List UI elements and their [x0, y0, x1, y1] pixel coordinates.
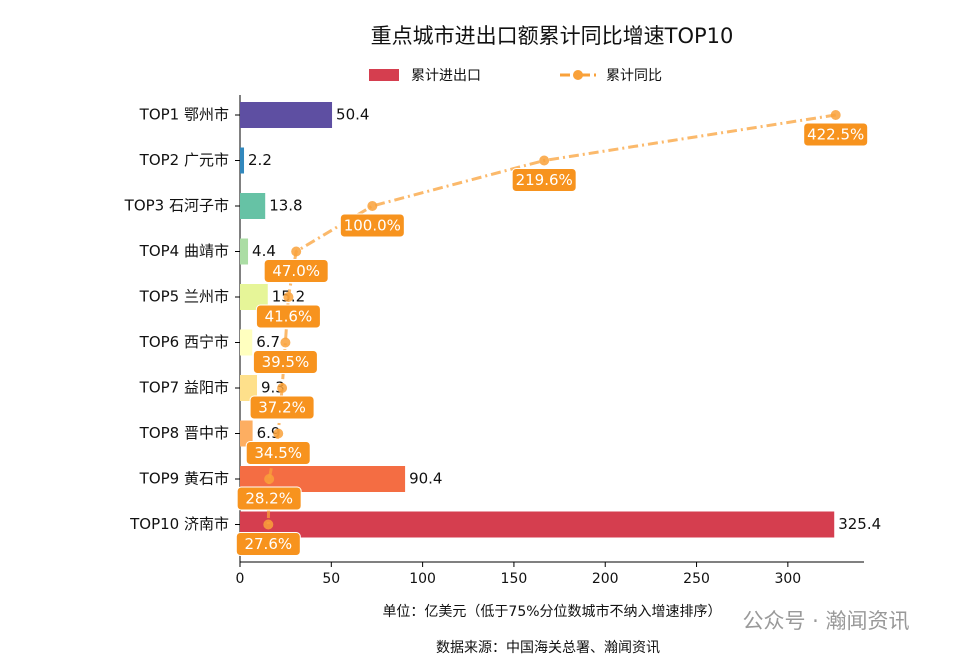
growth-label: 37.2%	[258, 399, 306, 417]
growth-label-box	[803, 122, 869, 147]
y-tick-label: TOP1 鄂州市	[139, 106, 229, 124]
bar-value-label: 2.2	[248, 151, 272, 169]
x-tick-label: 50	[322, 571, 340, 587]
bar	[240, 375, 257, 401]
growth-label: 41.6%	[265, 308, 313, 326]
watermark: 公众号 · 瀚闻资讯	[742, 609, 909, 633]
growth-label-box	[245, 441, 311, 465]
growth-label-box	[235, 532, 301, 556]
y-tick-label: TOP2 广元市	[139, 151, 229, 169]
bar	[240, 420, 253, 447]
growth-label-box	[252, 350, 318, 374]
bar-value-label: 9.3	[261, 379, 285, 397]
bar	[240, 329, 253, 356]
growth-point	[539, 155, 550, 166]
growth-label: 28.2%	[245, 490, 293, 508]
x-tick-label: 0	[236, 571, 245, 587]
growth-point	[830, 110, 841, 120]
growth-label: 27.6%	[244, 535, 292, 553]
x-tick-label: 250	[683, 571, 710, 587]
y-tick-label: TOP7 益阳市	[139, 379, 229, 397]
growth-point	[264, 474, 275, 484]
x-tick-label: 200	[592, 571, 619, 587]
source-note: 数据来源：中国海关总署、瀚闻资讯	[436, 640, 660, 656]
y-tick-label: TOP6 西宁市	[139, 333, 229, 351]
growth-point	[291, 246, 302, 257]
growth-label-box	[249, 395, 315, 420]
legend-swatch	[369, 69, 399, 81]
growth-label-box	[255, 304, 321, 329]
growth-label: 219.6%	[516, 171, 573, 189]
growth-label-box	[511, 168, 577, 192]
legend-label: 累计进出口	[411, 68, 481, 84]
bar-value-label: 325.4	[838, 515, 881, 533]
bar-value-label: 13.8	[269, 197, 302, 215]
bar	[240, 147, 245, 174]
bar-value-label: 6.9	[257, 424, 281, 442]
chart-title: 重点城市进出口额累计同比增速TOP10	[371, 24, 734, 48]
bar-value-label: 50.4	[336, 106, 369, 124]
growth-label: 47.0%	[272, 262, 320, 280]
growth-point	[367, 201, 378, 211]
growth-point	[277, 383, 288, 393]
bar	[240, 193, 266, 219]
growth-label-box	[339, 213, 405, 238]
y-tick-label: TOP10 济南市	[129, 515, 229, 533]
growth-point	[273, 428, 284, 439]
bar	[240, 102, 333, 128]
legend-label: 累计同比	[606, 68, 662, 84]
y-tick-label: TOP8 晋中市	[139, 424, 229, 442]
growth-label-box	[236, 486, 302, 511]
x-axis-label: 单位：亿美元（低于75%分位数城市不纳入增速排序）	[382, 603, 721, 620]
bar-value-label: 90.4	[409, 470, 442, 488]
y-tick-label: TOP5 兰州市	[139, 288, 229, 306]
y-tick-label: TOP9 黄石市	[139, 470, 229, 488]
x-tick-label: 150	[501, 571, 528, 587]
growth-label: 422.5%	[807, 126, 864, 144]
bar-value-label: 6.7	[256, 333, 280, 351]
bar	[240, 511, 835, 538]
bar-value-label: 4.4	[252, 242, 276, 260]
x-tick-label: 100	[409, 571, 436, 587]
growth-label: 39.5%	[262, 353, 310, 371]
growth-label-box	[263, 259, 329, 283]
x-tick-label: 300	[774, 571, 801, 587]
growth-label: 100.0%	[344, 217, 401, 235]
y-tick-label: TOP4 曲靖市	[139, 242, 229, 260]
growth-point	[263, 519, 274, 530]
legend-marker	[573, 70, 583, 80]
growth-label: 34.5%	[254, 444, 302, 462]
growth-point	[283, 292, 294, 302]
y-tick-label: TOP3 石河子市	[124, 197, 229, 215]
growth-point	[280, 337, 291, 348]
bar	[240, 238, 249, 265]
